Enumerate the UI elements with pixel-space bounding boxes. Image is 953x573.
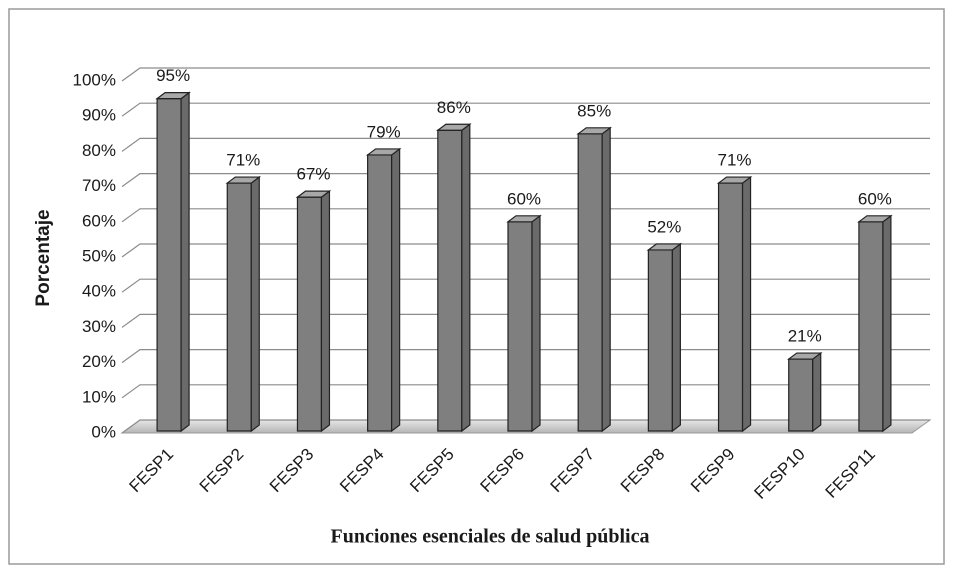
bar [295,189,332,433]
y-tick-label: 100% [73,70,116,89]
bar-top [436,123,472,131]
bar-top [295,190,332,198]
bar-front [858,221,884,432]
value-label: 79% [367,122,401,141]
y-axis-title: Porcentaje [33,209,54,306]
value-label: 60% [858,189,892,208]
bar-side [812,351,822,433]
grid-line [121,137,930,152]
bar [786,351,823,433]
grid-line [121,67,930,82]
bar-front [507,221,533,432]
bar-front [437,129,463,432]
value-label: 71% [226,151,260,170]
bar-top [576,127,612,135]
bar [716,175,753,433]
bar-front [788,358,814,432]
bar-side [391,147,401,433]
value-label: 52% [647,217,681,236]
y-tick-label: 10% [82,387,116,406]
bar [225,175,262,433]
value-label: 85% [577,101,611,120]
value-label: 67% [296,165,330,184]
bar [436,123,472,433]
value-label: 71% [718,151,752,170]
value-label: 86% [437,98,471,117]
y-tick-label: 50% [82,246,116,265]
y-tick-label: 80% [82,141,116,160]
value-label: 95% [156,66,190,85]
bar-side [180,91,190,433]
bar [576,126,612,433]
value-label: 60% [507,189,541,208]
bar [506,214,542,433]
bar-front [577,133,603,432]
bar [857,214,893,433]
bar-top [646,243,683,251]
bar-side [882,214,892,433]
y-tick-label: 90% [82,106,116,125]
grid-line [121,208,930,223]
bar-side [320,189,331,433]
bar-top [857,215,893,223]
bar-front [156,97,182,432]
y-tick-label: 30% [82,317,116,336]
bar-top [225,176,262,184]
y-tick-label: 60% [82,211,116,230]
bar-side [671,242,681,433]
bar-front [647,249,673,432]
y-tick-label: 70% [82,176,116,195]
bar-top [716,176,753,184]
bar-side [531,214,541,433]
grid-line [121,173,930,188]
bar [365,147,402,433]
bar-front [367,154,393,432]
bar-side [741,175,752,433]
y-tick-label: 40% [82,282,116,301]
y-tick-label: 0% [91,422,116,441]
bar [646,242,683,433]
bar-side [601,126,611,433]
bar-top [155,91,191,100]
bar-top [786,352,823,360]
grid-line [121,102,930,117]
bar [155,91,191,433]
bar-top [365,148,402,156]
value-label: 21% [788,327,822,346]
bar-top [506,215,542,223]
bar-side [461,123,471,433]
y-tick-label: 20% [82,352,116,371]
bar-front [717,182,744,432]
bar-side [250,175,260,433]
bar-front [226,182,252,432]
x-axis-title: Funciones esenciales de salud pública [331,526,650,548]
bar-front [296,196,323,432]
